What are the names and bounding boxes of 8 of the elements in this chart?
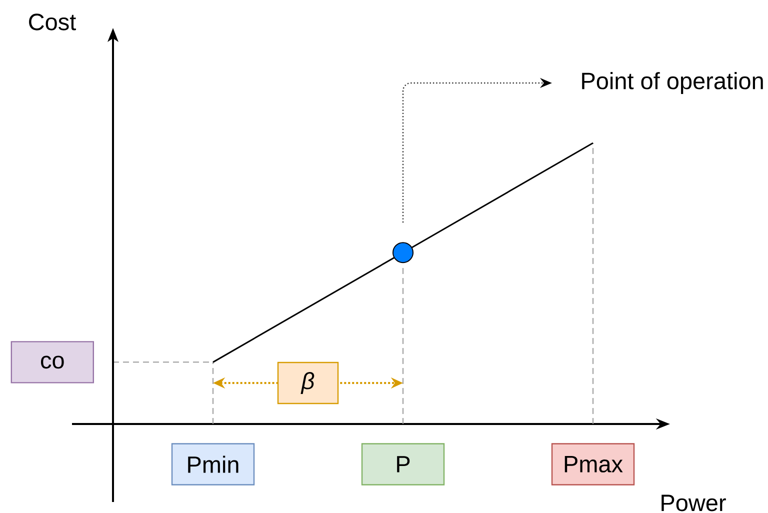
- ref-line-label: co: [40, 356, 64, 369]
- x-tick-label: P: [397, 456, 410, 472]
- text: Point of operation: [582, 72, 763, 94]
- x-tick-label: Pmax: [564, 456, 623, 472]
- annotation: β: [300, 372, 314, 394]
- x-axis-title: Power: [662, 494, 726, 512]
- x-tick-label: Pmin: [188, 456, 238, 473]
- y-axis-title: Cost: [29, 14, 76, 30]
